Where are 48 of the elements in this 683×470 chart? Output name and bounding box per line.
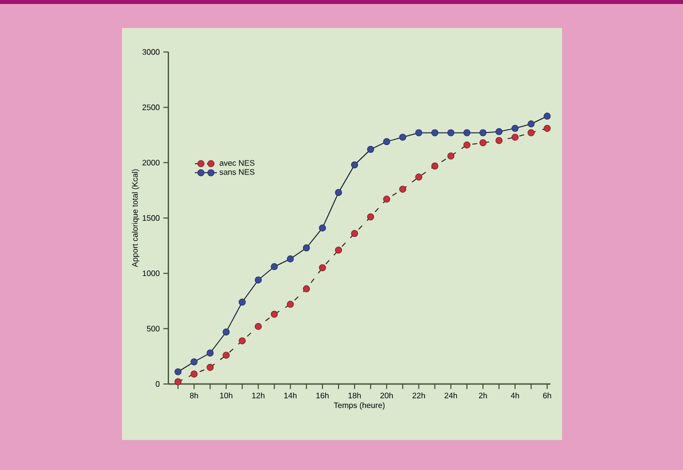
point bbox=[270, 310, 278, 318]
point bbox=[496, 128, 503, 136]
point bbox=[367, 146, 374, 153]
point bbox=[544, 124, 551, 132]
point bbox=[206, 364, 214, 371]
point bbox=[222, 328, 230, 336]
point bbox=[415, 174, 422, 181]
point bbox=[270, 263, 278, 270]
point bbox=[544, 112, 551, 120]
point bbox=[383, 196, 390, 203]
point bbox=[238, 298, 246, 306]
point bbox=[463, 141, 470, 148]
point bbox=[367, 213, 374, 220]
point bbox=[302, 244, 310, 252]
point bbox=[335, 246, 342, 254]
point bbox=[528, 120, 535, 128]
point bbox=[174, 378, 182, 386]
point bbox=[318, 264, 326, 272]
point bbox=[399, 134, 406, 141]
point bbox=[512, 134, 519, 141]
point bbox=[512, 124, 519, 132]
point bbox=[399, 186, 406, 193]
point bbox=[447, 129, 454, 136]
point bbox=[383, 138, 390, 146]
point bbox=[238, 337, 246, 344]
point bbox=[206, 349, 214, 356]
point bbox=[351, 230, 358, 237]
point bbox=[463, 129, 470, 136]
point bbox=[431, 162, 438, 170]
point bbox=[302, 285, 310, 292]
point bbox=[415, 129, 422, 136]
point bbox=[335, 189, 342, 196]
point bbox=[479, 129, 486, 136]
point bbox=[528, 129, 535, 136]
point bbox=[254, 322, 262, 330]
point bbox=[286, 300, 294, 308]
point bbox=[190, 370, 198, 378]
point bbox=[190, 358, 198, 366]
point bbox=[254, 276, 262, 284]
point bbox=[286, 255, 294, 262]
point bbox=[479, 139, 486, 146]
point bbox=[496, 137, 503, 144]
point bbox=[431, 129, 438, 136]
point bbox=[222, 352, 230, 359]
point bbox=[351, 161, 358, 168]
point bbox=[447, 152, 454, 160]
point bbox=[174, 368, 182, 376]
point bbox=[318, 224, 326, 232]
